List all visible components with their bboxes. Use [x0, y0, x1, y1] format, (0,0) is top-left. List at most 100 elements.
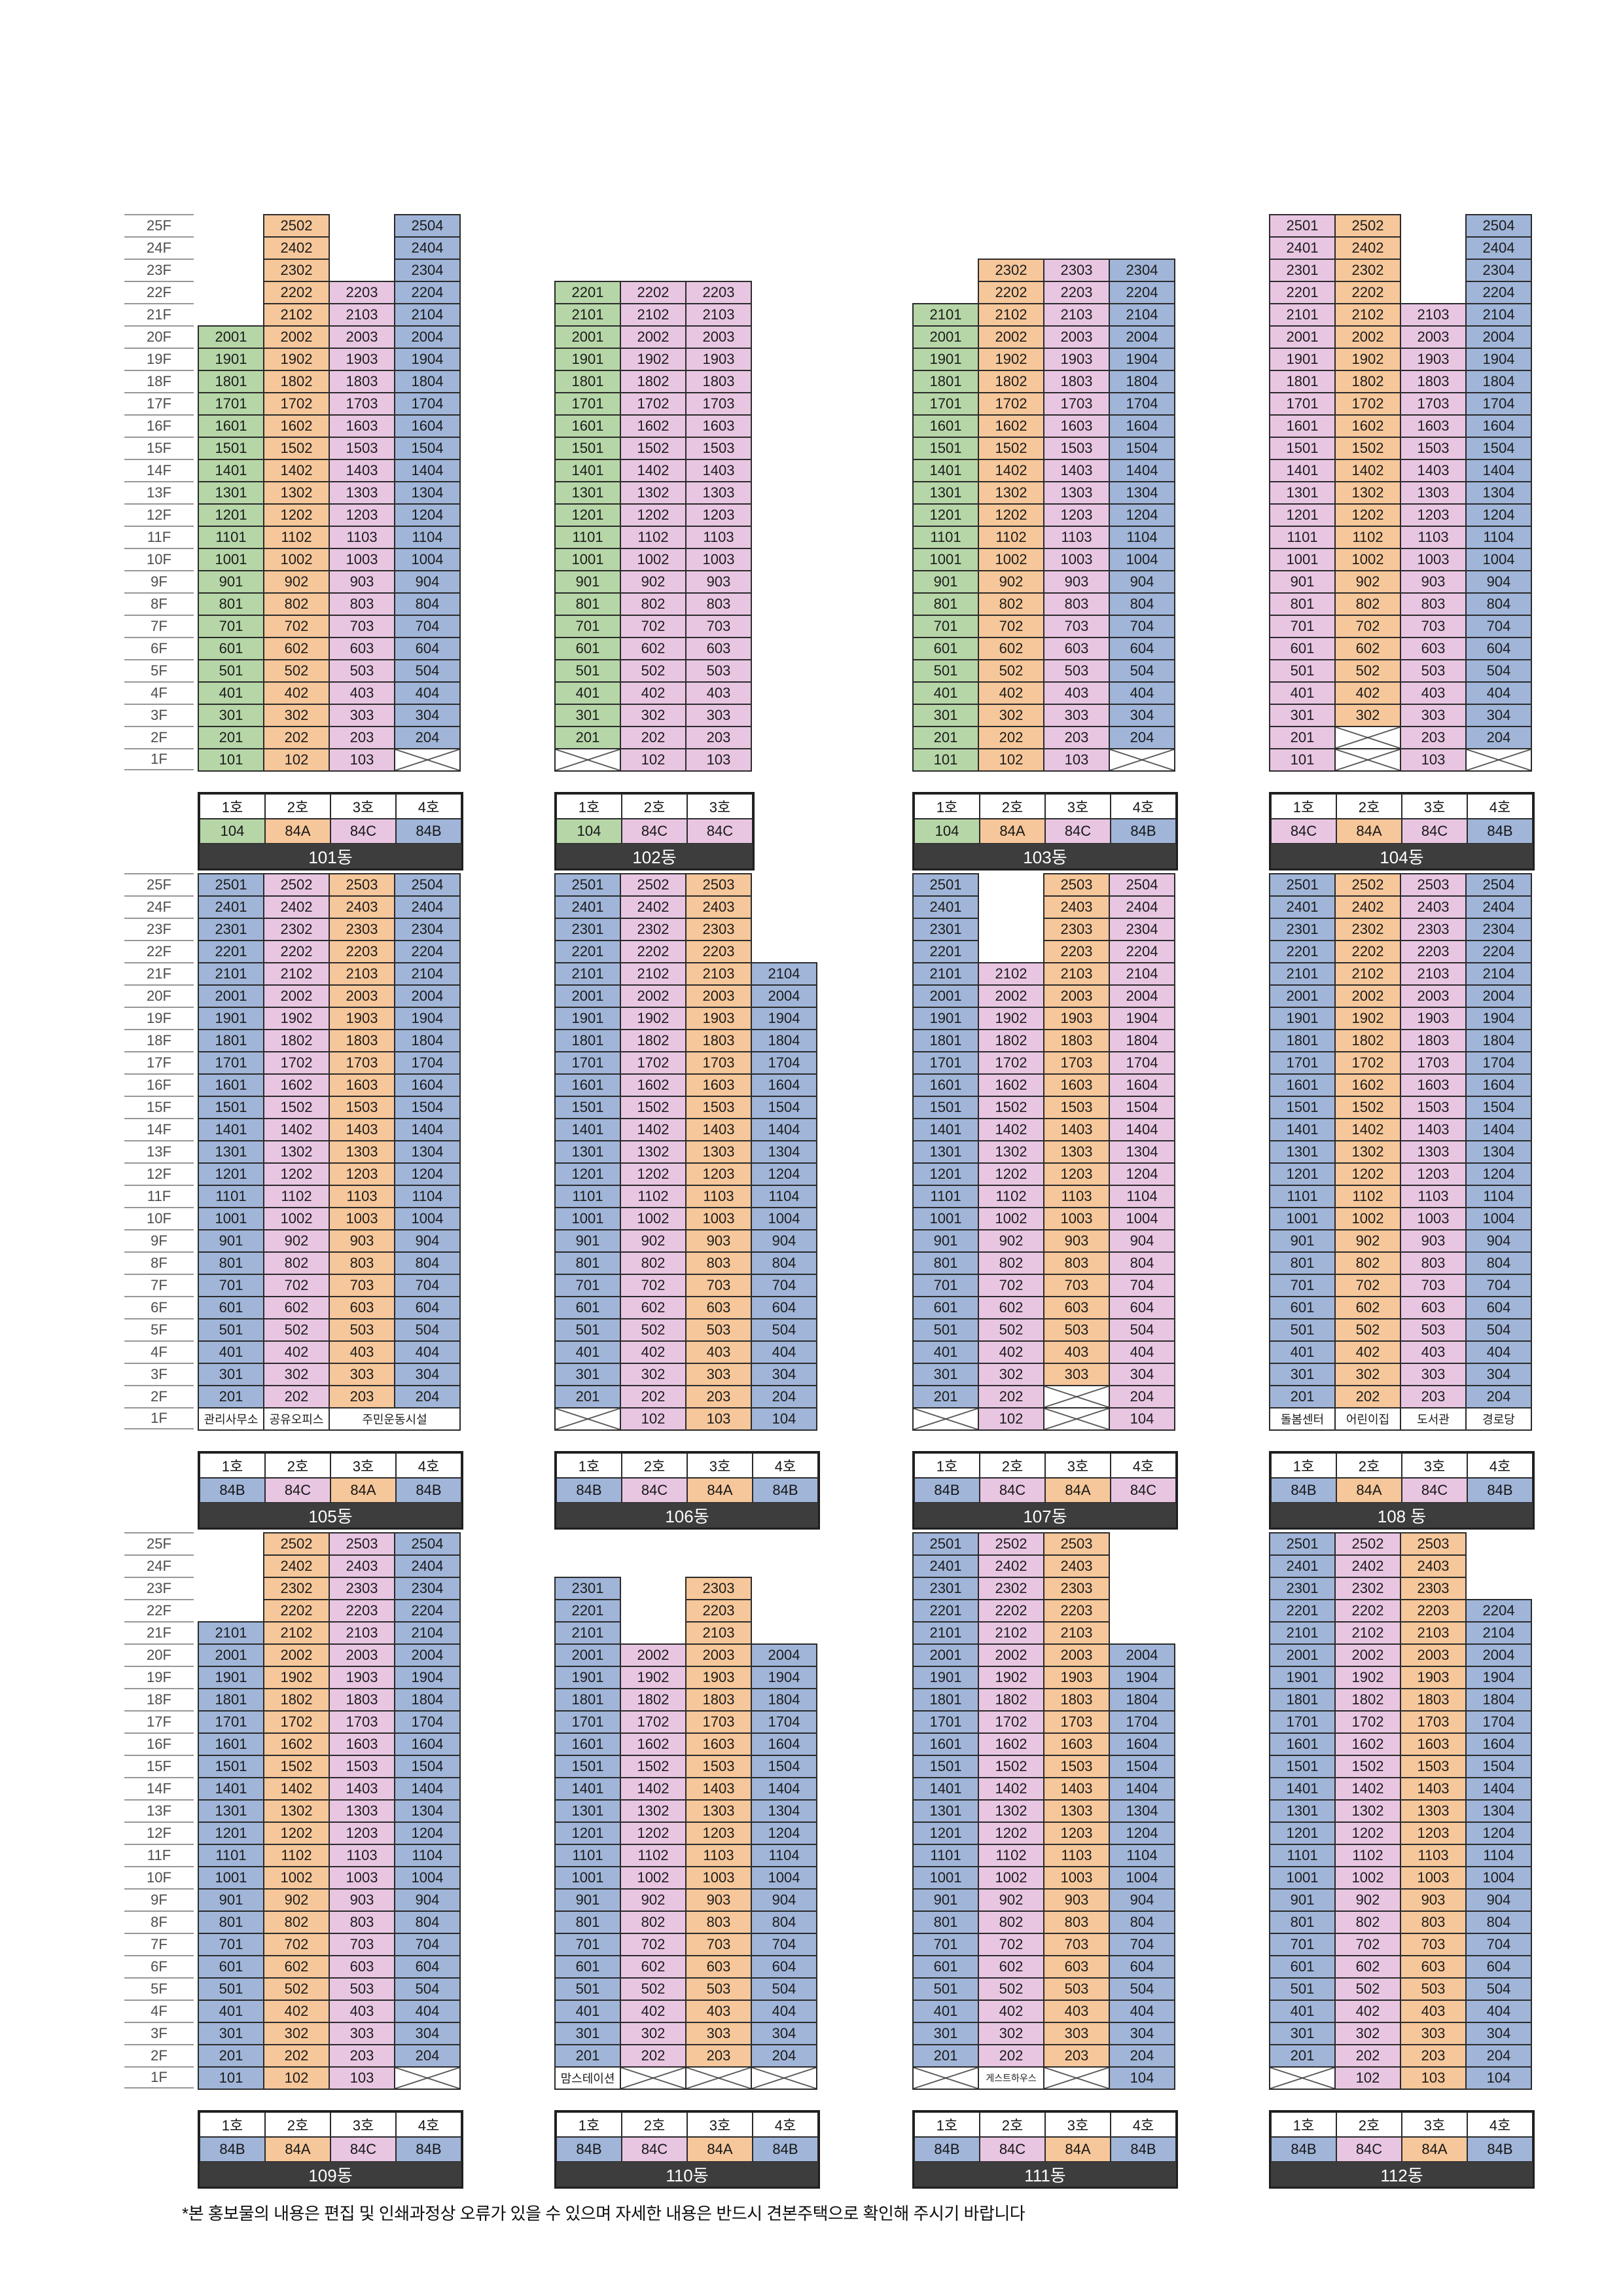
unit-cell: 2404 — [1465, 236, 1532, 260]
unit-cell: 2404 — [1109, 895, 1175, 919]
unit-cell: 1103 — [1043, 526, 1110, 549]
unit-cell: 1301 — [198, 1799, 264, 1823]
unit-cell: 503 — [1400, 1977, 1467, 2001]
unit-cell: 2303 — [329, 1577, 395, 1600]
unit-cell: 2302 — [978, 259, 1044, 282]
unit-cell: 404 — [1109, 1340, 1175, 1364]
unit-cell: 904 — [1109, 1229, 1175, 1253]
unit-cell: 702 — [1334, 1933, 1401, 1956]
unit-cell: 1801 — [912, 370, 979, 393]
unit-cell: 1401 — [1269, 1118, 1336, 1141]
unit-cell: 701 — [912, 615, 979, 638]
unit-cell: 503 — [685, 1318, 752, 1342]
unit-cell: 1403 — [329, 1118, 395, 1141]
unit-cell: 904 — [394, 570, 461, 594]
unit-cell: 504 — [1465, 1977, 1532, 2001]
unit-cell: 1004 — [394, 1207, 461, 1230]
unit-cell: 1703 — [1400, 1051, 1467, 1075]
unit-cell: 1902 — [1334, 1666, 1401, 1689]
unit-cell: 303 — [329, 1363, 395, 1386]
unit-cell: 501 — [554, 1977, 621, 2001]
unit-cell: 2302 — [263, 259, 330, 282]
unit-cell: 1702 — [620, 392, 687, 416]
unit-cell: 602 — [620, 637, 687, 660]
unit-cell: 2101 — [912, 1621, 979, 1645]
unit-cell: 2002 — [263, 984, 330, 1008]
unit-cell: 1004 — [394, 1866, 461, 1890]
unit-cell: 602 — [1334, 1296, 1401, 1319]
unit-cell: 902 — [263, 1888, 330, 1912]
floor-label: 15F — [124, 437, 194, 459]
unit-cell: 1001 — [554, 548, 621, 571]
unit-cell: 801 — [554, 1251, 621, 1275]
unit-cell: 1302 — [263, 1140, 330, 1164]
unit-cell: 2504 — [1109, 873, 1175, 897]
unit-cell: 801 — [912, 1251, 979, 1275]
unit-cell: 1002 — [1334, 548, 1401, 571]
footer-note: *본 홍보물의 내용은 편집 및 인쇄과정상 오류가 있을 수 있으며 자세한 … — [182, 2204, 1026, 2223]
unit-cell: 1804 — [394, 1029, 461, 1052]
floor-label: 11F — [124, 526, 194, 548]
unit-cell: 1403 — [1400, 1118, 1467, 1141]
unit-cell: 1102 — [1334, 1185, 1401, 1208]
ho-header-cell: 4호 — [396, 2112, 461, 2137]
unit-cell: 1103 — [329, 526, 395, 549]
unit-cell: 1102 — [1334, 526, 1401, 549]
unit-cell: 2103 — [685, 962, 752, 986]
unit-cell: 204 — [751, 2044, 817, 2068]
unit-cell: 301 — [198, 1363, 264, 1386]
unit-cell: 804 — [1465, 1251, 1532, 1275]
unit-cell: 602 — [263, 1955, 330, 1979]
unit-cell: 901 — [1269, 1888, 1336, 1912]
unit-type-cell: 84B — [753, 2137, 818, 2162]
unit-cell: 604 — [751, 1955, 817, 1979]
unit-cell: 1204 — [751, 1162, 817, 1186]
unit-cell: 401 — [554, 1340, 621, 1364]
unit-cell: 403 — [1400, 1340, 1467, 1364]
floor-label: 24F — [124, 895, 194, 918]
unit-cell: 102 — [620, 748, 687, 772]
floor-label: 16F — [124, 1732, 194, 1755]
unit-cell: 1701 — [554, 392, 621, 416]
unit-cell: 1002 — [263, 1207, 330, 1230]
unit-cell: 1004 — [1109, 1866, 1175, 1890]
ho-header-cell: 1호 — [1271, 2112, 1336, 2137]
unit-cell: 803 — [329, 1910, 395, 1934]
unit-cell: 1804 — [1109, 1688, 1175, 1712]
unit-cell: 1503 — [1043, 1096, 1110, 1119]
unit-cell: 304 — [1109, 704, 1175, 727]
unit-cell: 1503 — [1043, 437, 1110, 460]
unit-cell: 203 — [1400, 726, 1467, 749]
unit-cell: 804 — [394, 1910, 461, 1934]
unit-cell: 1502 — [620, 1755, 687, 1778]
unit-cell: 203 — [329, 2044, 395, 2068]
unit-cell: 1601 — [1269, 1073, 1336, 1097]
unit-cell: 1401 — [912, 1118, 979, 1141]
unit-cell: 1101 — [554, 1185, 621, 1208]
ho-header-cell: 3호 — [687, 1453, 753, 1478]
unit-cell: 1102 — [263, 1844, 330, 1867]
floor-label: 1F — [124, 1407, 194, 1429]
unit-cell: 704 — [394, 1274, 461, 1297]
unit-cell: 2101 — [912, 303, 979, 327]
unit-cell: 2004 — [1465, 984, 1532, 1008]
unit-cell: 1002 — [620, 548, 687, 571]
unit-cell: 302 — [978, 704, 1044, 727]
unit-cell: 1201 — [1269, 503, 1336, 527]
unit-cell: 2402 — [1334, 895, 1401, 919]
unit-cell: 1302 — [620, 481, 687, 505]
unit-cell: 204 — [1465, 726, 1532, 749]
unit-cell: 1601 — [912, 1732, 979, 1756]
unit-cell: 2003 — [329, 1643, 395, 1667]
unit-cell: 1504 — [1109, 1096, 1175, 1119]
unit-cell: 1201 — [912, 503, 979, 527]
unit-cell: 1202 — [620, 1162, 687, 1186]
unit-cell: 1102 — [1334, 1844, 1401, 1867]
unit-cell: 1502 — [620, 1096, 687, 1119]
unit-cell: 801 — [1269, 1251, 1336, 1275]
ho-header-cell: 3호 — [687, 794, 753, 819]
unit-cell: 1703 — [329, 392, 395, 416]
unit-cell: 1804 — [394, 1688, 461, 1712]
floor-label: 12F — [124, 1821, 194, 1844]
unit-cell: 701 — [198, 615, 264, 638]
